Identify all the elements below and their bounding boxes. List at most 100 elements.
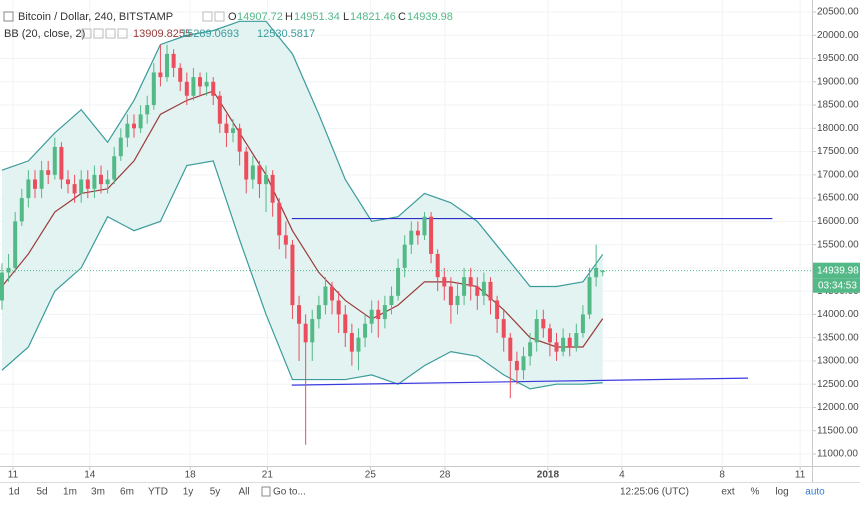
- candle: [455, 281, 460, 315]
- candle: [429, 212, 434, 264]
- candle-body: [26, 179, 31, 199]
- y-tick-label: 16000.00: [817, 216, 859, 227]
- last-price-box: [813, 262, 860, 279]
- candle: [125, 114, 130, 147]
- candle-body: [415, 230, 420, 236]
- candle-body: [250, 165, 255, 180]
- candle: [290, 239, 295, 320]
- candle-body: [132, 123, 137, 129]
- y-tick-label: 14000.00: [817, 309, 859, 320]
- candle: [594, 244, 599, 287]
- candle-body: [343, 314, 348, 334]
- range-button[interactable]: 6m: [120, 487, 134, 498]
- candle-body: [448, 286, 453, 306]
- candle-body: [534, 319, 539, 343]
- candle: [92, 165, 97, 199]
- candle-body: [429, 216, 434, 254]
- range-button[interactable]: 5y: [210, 487, 221, 498]
- candle-body: [330, 286, 335, 301]
- range-button[interactable]: 3m: [91, 487, 105, 498]
- ohlc-value: 14951.34: [294, 11, 340, 23]
- candle-body: [442, 277, 447, 287]
- y-tick-label: 20000.00: [817, 30, 859, 41]
- y-tick-label: 15500.00: [817, 239, 859, 250]
- candle: [541, 309, 546, 338]
- candle: [376, 300, 381, 338]
- indicator-icon[interactable]: [93, 28, 104, 39]
- candle-body: [231, 128, 236, 133]
- header-icon[interactable]: [214, 11, 225, 22]
- candle-body: [85, 179, 90, 189]
- candle-body: [165, 53, 170, 78]
- candle: [112, 146, 117, 185]
- toggle-button[interactable]: auto: [805, 487, 825, 498]
- candle: [356, 328, 361, 371]
- range-button[interactable]: All: [238, 487, 249, 498]
- range-button[interactable]: 1d: [8, 487, 19, 498]
- candle-body: [277, 202, 282, 236]
- range-button[interactable]: YTD: [148, 487, 168, 498]
- candle-body: [501, 319, 506, 338]
- plot-area: [0, 0, 812, 466]
- range-button[interactable]: 1y: [183, 487, 194, 498]
- calendar-icon[interactable]: [261, 486, 271, 497]
- candle: [85, 170, 90, 199]
- candle: [547, 323, 552, 357]
- candle: [237, 123, 242, 166]
- range-button[interactable]: 5d: [36, 487, 47, 498]
- goto-button[interactable]: Go to...: [273, 487, 306, 498]
- candle: [184, 72, 189, 106]
- range-button[interactable]: 1m: [63, 487, 77, 498]
- candle-body: [382, 305, 387, 320]
- toggle-button[interactable]: %: [751, 487, 760, 498]
- candle: [567, 333, 572, 357]
- candle-body: [594, 267, 599, 278]
- candle: [574, 323, 579, 352]
- candle-body: [145, 105, 150, 115]
- y-tick-label: 11000.00: [817, 449, 858, 460]
- indicator-icon[interactable]: [105, 28, 116, 39]
- candle-body: [105, 179, 110, 185]
- y-tick-label: 16500.00: [817, 193, 859, 204]
- candle-body: [541, 319, 546, 329]
- collapse-icon[interactable]: [3, 11, 14, 22]
- x-tick-label: 8: [719, 470, 725, 481]
- candle: [495, 295, 500, 334]
- candle-body: [6, 267, 11, 273]
- candle-body: [270, 174, 275, 203]
- candle: [52, 137, 57, 180]
- candle: [59, 142, 64, 189]
- candle-body: [0, 272, 4, 301]
- header-icon[interactable]: [202, 11, 213, 22]
- candle-body: [264, 174, 269, 185]
- trend-line: [291, 377, 748, 386]
- header: Bitcoin / Dollar, 240, BITSTAMP O 14907.…: [3, 11, 453, 40]
- candle: [72, 174, 77, 203]
- candle-body: [587, 277, 592, 315]
- candle-body: [125, 123, 130, 138]
- candle-body: [191, 77, 196, 96]
- indicator-value: 15289.0693: [181, 28, 239, 40]
- ohlc-label: H: [285, 11, 293, 23]
- x-tick-label: 25: [365, 470, 377, 481]
- toggle-button[interactable]: ext: [721, 487, 735, 498]
- indicator-icon[interactable]: [117, 28, 128, 39]
- toolbar: 1d 5d 1m 3m 6m YTD 1y 5y All Go to... 12:25:06 (UT…: [8, 486, 825, 498]
- candle-body: [514, 360, 519, 371]
- y-tick-label: 13000.00: [817, 356, 859, 367]
- candle: [297, 295, 302, 361]
- candle: [528, 333, 533, 366]
- candle-body: [409, 230, 414, 245]
- toggle-button[interactable]: log: [775, 487, 788, 498]
- candle-body: [488, 281, 493, 301]
- candle-body: [46, 170, 51, 175]
- candle: [343, 305, 348, 347]
- candle: [0, 263, 4, 310]
- y-tick-label: 20500.00: [817, 7, 859, 18]
- candle-body: [138, 114, 143, 129]
- candle: [561, 328, 566, 357]
- y-tick-label: 18000.00: [817, 123, 859, 134]
- candle: [19, 188, 24, 227]
- indicator-icon[interactable]: [81, 28, 92, 39]
